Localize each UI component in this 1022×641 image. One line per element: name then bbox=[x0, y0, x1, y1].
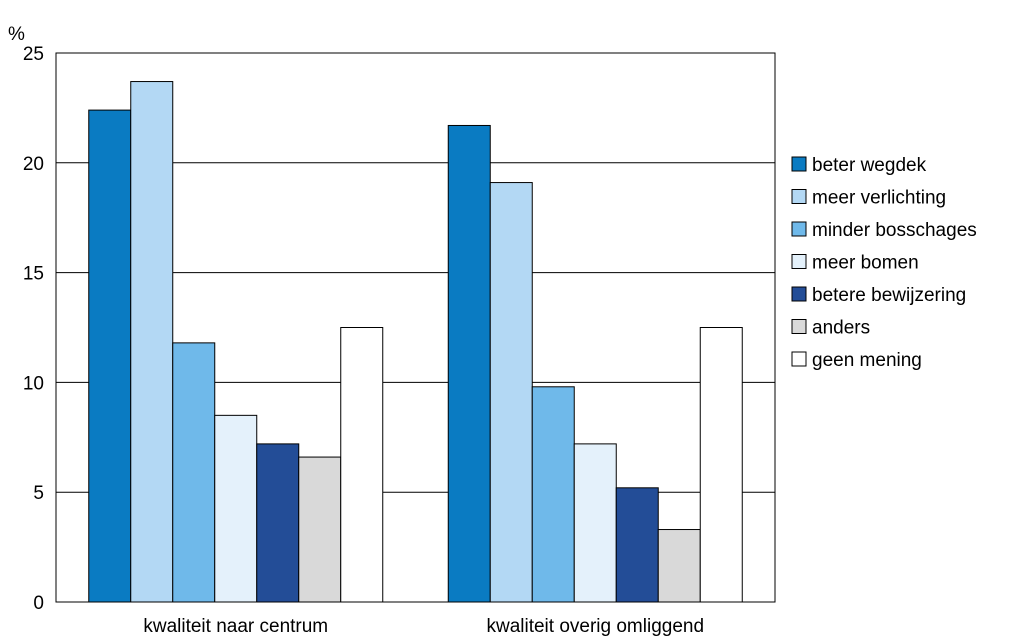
x-axis-ticks: kwaliteit naar centrum kwaliteit overig o… bbox=[143, 616, 704, 637]
y-tick-label: 20 bbox=[23, 154, 44, 175]
bar bbox=[256, 443, 300, 603]
bar bbox=[699, 327, 743, 603]
legend-item: minder bosschages bbox=[791, 220, 977, 241]
bar bbox=[573, 443, 617, 603]
legend-item: anders bbox=[791, 318, 870, 339]
legend-label: meer verlichting bbox=[812, 188, 946, 209]
bar bbox=[447, 124, 491, 603]
bar bbox=[340, 327, 384, 603]
y-axis-label: % bbox=[8, 24, 25, 45]
legend-swatch bbox=[791, 156, 807, 172]
bar bbox=[489, 182, 533, 603]
bar bbox=[615, 487, 659, 603]
bar bbox=[298, 456, 342, 603]
x-tick-label: kwaliteit naar centrum bbox=[143, 616, 328, 637]
bars bbox=[88, 81, 743, 603]
legend-item: meer verlichting bbox=[791, 188, 946, 209]
legend-swatch bbox=[791, 254, 807, 269]
bar bbox=[214, 414, 258, 603]
legend-label: minder bosschages bbox=[812, 220, 977, 241]
legend-item: betere bewijzering bbox=[791, 285, 966, 306]
y-tick-label: 15 bbox=[23, 264, 44, 285]
bar bbox=[88, 109, 132, 603]
legend-label: meer bomen bbox=[812, 253, 919, 274]
legend-swatch bbox=[791, 286, 807, 302]
bar bbox=[657, 529, 701, 603]
y-tick-label: 5 bbox=[33, 483, 44, 504]
bar bbox=[172, 342, 216, 603]
legend-item: geen mening bbox=[791, 350, 922, 371]
legend-swatch bbox=[791, 221, 807, 237]
bar bbox=[130, 81, 174, 603]
legend-swatch bbox=[791, 189, 807, 204]
y-axis-ticks: 0 5 10 15 20 25 bbox=[23, 44, 44, 614]
legend-label: geen mening bbox=[812, 350, 922, 371]
legend-swatch bbox=[791, 319, 807, 334]
legend-label: anders bbox=[812, 318, 870, 339]
legend-label: betere bewijzering bbox=[812, 285, 966, 306]
plot-frame bbox=[55, 52, 776, 603]
x-tick-label: kwaliteit overig omliggend bbox=[486, 616, 704, 637]
legend-swatch bbox=[791, 351, 807, 367]
y-tick-label: 10 bbox=[23, 373, 44, 394]
legend-item: beter wegdek bbox=[791, 155, 927, 176]
legend-item: meer bomen bbox=[791, 253, 919, 274]
y-tick-label: 25 bbox=[23, 44, 44, 65]
bar bbox=[531, 386, 575, 603]
legend: beter wegdek meer verlichting minder bossc… bbox=[791, 155, 977, 371]
y-tick-label: 0 bbox=[33, 593, 44, 614]
legend-label: beter wegdek bbox=[812, 155, 927, 176]
